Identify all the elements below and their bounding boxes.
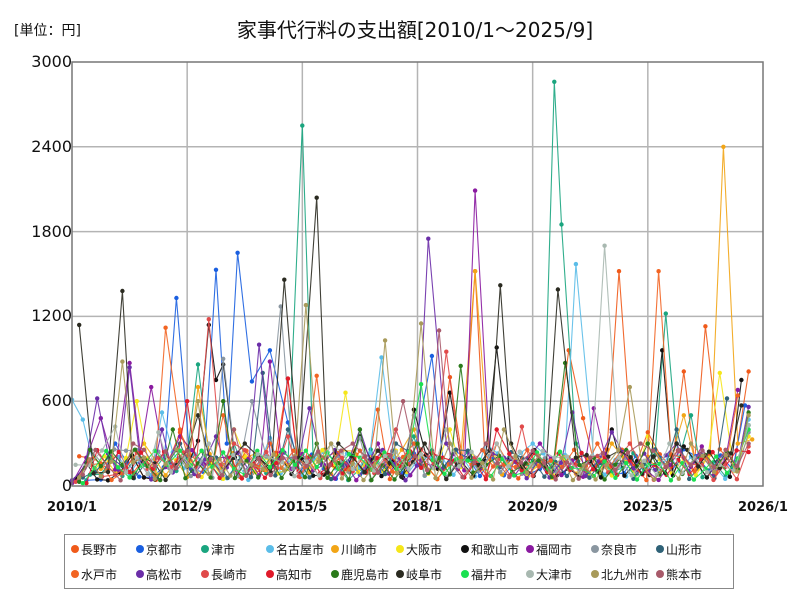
- plot-frame: [71, 61, 764, 487]
- legend-item: 奈良市: [591, 538, 656, 560]
- y-tick-label: 3000: [31, 52, 72, 71]
- legend-label: 京都市: [146, 542, 183, 557]
- legend-label: 長崎市: [211, 567, 248, 582]
- y-tick-label: 1200: [31, 306, 72, 326]
- legend-marker-icon: [591, 570, 599, 578]
- legend-item: 熊本市: [656, 563, 721, 585]
- legend-item: 高知市: [266, 563, 331, 585]
- legend-label: 水戸市: [81, 567, 118, 582]
- legend-label: 名古屋市: [276, 542, 325, 557]
- legend-label: 熊本市: [666, 567, 703, 582]
- legend-marker-icon: [266, 570, 274, 578]
- chart-legend: 長野市 京都市 津市 名古屋市 川崎市 大阪市 和歌山市 福岡市 奈良市 山形市水戸市 高松市 長崎市…: [64, 534, 734, 589]
- y-tick-label: 0: [61, 476, 72, 495]
- x-tick-label: 2026/1: [738, 500, 788, 515]
- legend-item: 大津市: [526, 563, 591, 585]
- y-tick-label: 1800: [31, 221, 72, 241]
- legend-label: 福岡市: [536, 542, 573, 557]
- unit-label: [単位：円]: [14, 23, 81, 39]
- legend-label: 和歌山市: [471, 542, 520, 557]
- y-tick-label: 600: [41, 391, 72, 411]
- x-tick-label: 2018/1: [392, 500, 443, 515]
- legend-label: 大阪市: [406, 542, 443, 557]
- legend-item: 名古屋市: [266, 538, 331, 560]
- legend-label: 岐阜市: [406, 567, 443, 582]
- series-line: [80, 328, 751, 483]
- x-tick-label: 2020/9: [507, 500, 558, 515]
- legend-marker-icon: [136, 545, 144, 553]
- legend-label: 奈良市: [601, 542, 638, 557]
- legend-item: 長野市: [71, 538, 136, 560]
- legend-marker-icon: [656, 545, 664, 553]
- legend-marker-icon: [526, 545, 534, 553]
- legend-marker-icon: [526, 570, 534, 578]
- legend-marker-icon: [201, 545, 209, 553]
- legend-marker-icon: [396, 570, 404, 578]
- legend-marker-icon: [201, 570, 209, 578]
- legend-item: 川崎市: [331, 538, 396, 560]
- legend-marker-icon: [396, 545, 404, 553]
- legend-marker-icon: [71, 570, 79, 578]
- legend-marker-icon: [331, 570, 339, 578]
- legend-label: 津市: [211, 542, 236, 557]
- legend-item: 高松市: [136, 563, 201, 585]
- chart-title: 家事代行料の支出額[2010/1〜2025/9]: [236, 18, 594, 42]
- legend-item: 岐阜市: [396, 563, 461, 585]
- legend-label: 山形市: [666, 542, 703, 557]
- legend-marker-icon: [71, 545, 79, 553]
- legend-label: 大津市: [536, 567, 573, 582]
- legend-marker-icon: [266, 545, 274, 553]
- legend-marker-icon: [331, 545, 339, 553]
- legend-label: 高松市: [146, 567, 183, 582]
- legend-item: 津市: [201, 538, 266, 560]
- legend-label: 長野市: [81, 542, 118, 557]
- legend-item: 山形市: [656, 538, 721, 560]
- legend-marker-icon: [461, 570, 469, 578]
- legend-label: 川崎市: [341, 542, 378, 557]
- legend-label: 北九州市: [601, 567, 650, 582]
- legend-item: 北九州市: [591, 563, 656, 585]
- legend-item: 和歌山市: [461, 538, 526, 560]
- legend-label: 鹿児島市: [341, 567, 390, 582]
- legend-item: 京都市: [136, 538, 201, 560]
- x-tick-label: 2010/1: [47, 500, 97, 515]
- legend-label: 高知市: [276, 567, 313, 582]
- legend-marker-icon: [136, 570, 144, 578]
- legend-label: 福井市: [471, 567, 508, 582]
- x-tick-label: 2012/9: [162, 500, 213, 515]
- y-tick-label: 2400: [31, 136, 72, 156]
- series-line: [73, 243, 751, 479]
- x-tick-label: 2015/5: [277, 500, 328, 515]
- legend-marker-icon: [656, 570, 664, 578]
- legend-marker-icon: [591, 545, 599, 553]
- legend-item: 水戸市: [71, 563, 136, 585]
- legend-item: 鹿児島市: [331, 563, 396, 585]
- legend-item: 福岡市: [526, 538, 591, 560]
- x-tick-label: 2023/5: [622, 500, 673, 515]
- legend-item: 長崎市: [201, 563, 266, 585]
- legend-item: 大阪市: [396, 538, 461, 560]
- legend-item: 福井市: [461, 563, 526, 585]
- legend-marker-icon: [461, 545, 469, 553]
